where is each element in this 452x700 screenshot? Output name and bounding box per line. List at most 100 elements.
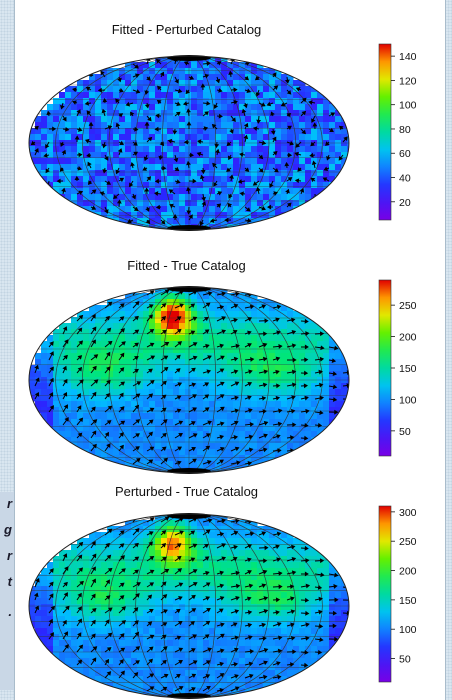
heatmap-cell	[251, 532, 258, 539]
heatmap-cell	[203, 586, 210, 593]
heatmap-cell	[125, 658, 132, 665]
heatmap-cell	[41, 134, 48, 141]
vector-arrowhead	[59, 167, 65, 172]
heatmap-cell	[329, 622, 336, 629]
vector-arrowhead	[204, 407, 210, 412]
heatmap-cell	[287, 353, 294, 360]
vector-arrowhead	[248, 369, 253, 375]
heatmap-cell	[161, 335, 168, 342]
heatmap-cell	[203, 604, 210, 611]
heatmap-cell	[311, 443, 318, 450]
heatmap-cell	[293, 652, 300, 659]
heatmap-cell	[107, 658, 114, 665]
heatmap-cell	[197, 610, 204, 617]
heatmap-cell	[173, 164, 180, 171]
vector-arrowhead	[291, 330, 297, 335]
heatmap-cell	[47, 146, 54, 153]
heatmap-cell	[173, 437, 180, 444]
heatmap-cell	[251, 92, 258, 99]
vector-arrowhead	[317, 422, 323, 428]
heatmap-cell	[167, 544, 174, 551]
heatmap-cell	[269, 437, 276, 444]
heatmap-cell	[77, 616, 84, 623]
heatmap-cell	[191, 134, 198, 141]
heatmap-cell	[179, 62, 186, 69]
heatmap-cell	[161, 449, 168, 456]
heatmap-cell	[305, 146, 312, 153]
heatmap-cell	[215, 164, 222, 171]
heatmap-cell	[227, 574, 234, 581]
heatmap-cell	[197, 449, 204, 456]
heatmap-cell	[251, 604, 258, 611]
vector-arrowhead	[247, 218, 252, 223]
heatmap-cell	[95, 413, 102, 420]
heatmap-cell	[83, 419, 90, 426]
heatmap-cell	[167, 110, 174, 117]
heatmap-cell	[239, 562, 246, 569]
vector-arrowhead	[86, 152, 91, 158]
heatmap-cell	[269, 395, 276, 402]
heatmap-cell	[155, 353, 162, 360]
vector-arrowhead	[175, 111, 181, 117]
heatmap-cell	[71, 407, 78, 414]
heatmap-cell	[233, 353, 240, 360]
heatmap-cell	[71, 335, 78, 342]
heatmap-cell	[311, 383, 318, 390]
heatmap-cell	[179, 329, 186, 336]
heatmap-cell	[161, 688, 168, 695]
heatmap-cell	[143, 461, 150, 468]
heatmap-cell	[107, 188, 114, 195]
vector-arrowhead	[144, 187, 150, 192]
heatmap-cell	[233, 347, 240, 354]
heatmap-cell	[179, 104, 186, 111]
vector-arrowhead	[134, 404, 140, 410]
heatmap-cell	[269, 92, 276, 99]
heatmap-cell	[191, 80, 198, 87]
heatmap-cell	[125, 652, 132, 659]
vector-arrowhead	[258, 167, 264, 173]
heatmap-cell	[137, 110, 144, 117]
heatmap-cell	[305, 110, 312, 117]
heatmap-cell	[53, 586, 60, 593]
heatmap-cell	[245, 317, 252, 324]
vector-arrowhead	[228, 193, 233, 199]
vector-arrowhead	[150, 355, 156, 360]
heatmap-cell	[131, 134, 138, 141]
heatmap-cell	[41, 116, 48, 123]
heatmap-cell	[245, 598, 252, 605]
heatmap-cell	[197, 658, 204, 665]
heatmap-cell	[191, 670, 198, 677]
heatmap-cell	[131, 305, 138, 312]
heatmap-cell	[143, 116, 150, 123]
heatmap-cell	[53, 341, 60, 348]
vector-arrowhead	[278, 344, 283, 349]
vector-arrowhead	[258, 154, 264, 160]
heatmap-cell	[167, 152, 174, 159]
heatmap-cell	[203, 520, 210, 527]
vector-arrowhead	[188, 214, 193, 219]
heatmap-cell	[191, 182, 198, 189]
heatmap-cell	[251, 110, 258, 117]
heatmap-cell	[257, 152, 264, 159]
heatmap-cell	[47, 104, 54, 111]
heatmap-cell	[209, 365, 216, 372]
heatmap-cell	[71, 383, 78, 390]
heatmap-cell	[233, 592, 240, 599]
vector-arrowhead	[145, 207, 150, 212]
heatmap-cell	[59, 152, 66, 159]
heatmap-cell	[35, 628, 42, 635]
heatmap-cell	[293, 634, 300, 641]
heatmap-cell	[107, 116, 114, 123]
heatmap-cell	[335, 170, 342, 177]
heatmap-cell	[173, 329, 180, 336]
heatmap-cell	[323, 401, 330, 408]
heatmap-cell	[155, 514, 162, 521]
heatmap-cell	[47, 176, 54, 183]
vector-arrowhead	[234, 446, 240, 452]
heatmap-cell	[221, 188, 228, 195]
heatmap-cell	[341, 389, 348, 396]
heatmap-cell	[191, 122, 198, 129]
heatmap-cell	[197, 556, 204, 563]
heatmap-cell	[239, 437, 246, 444]
heatmap-cell	[311, 128, 318, 135]
